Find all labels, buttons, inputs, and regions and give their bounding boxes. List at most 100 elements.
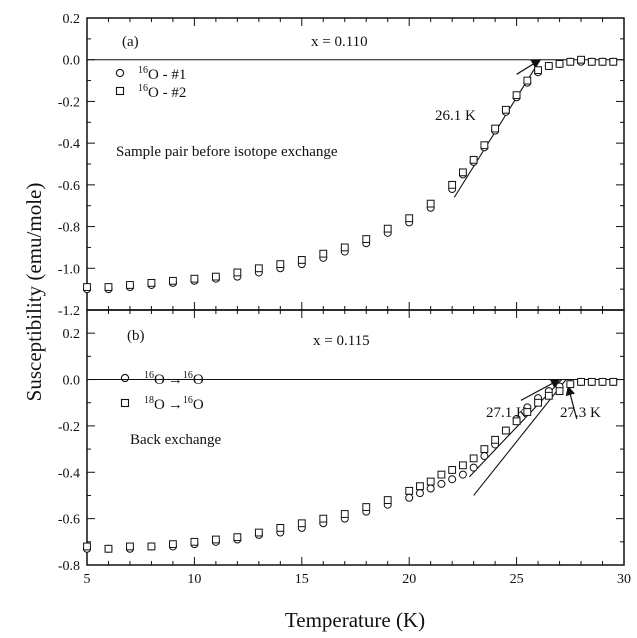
pb-y-tick-label: -0.6 (58, 513, 80, 528)
y-axis-title: Susceptibility (emu/mole) (22, 183, 46, 402)
pa-series-2-point (83, 283, 91, 291)
pb-series-2-point (362, 503, 371, 511)
panel-b: 5 10 15 20 25 30 0.2 0.0 -0.2 -0.4 -0.6 -0.8 (58, 310, 631, 587)
panel-b-arrow-label-1: 27.1 K (486, 405, 527, 421)
pb-series-2-point (491, 435, 500, 444)
pa-series-2-point (126, 281, 134, 289)
pb-series-2-point (319, 514, 328, 523)
legend-b1-text: 16O →16O (144, 370, 204, 388)
pa-series-2-point (534, 66, 542, 75)
pb-series-1-point (405, 493, 414, 502)
pb-x-tick-label: 5 (84, 572, 91, 587)
pb-series-2-point (297, 519, 306, 528)
panel-a-legend: 16O - #1 16O - #2 (115, 65, 186, 101)
pa-series-2-point (340, 243, 349, 252)
panel-a: 0.2 0.0 -0.2 -0.4 -0.6 -0.8 -1.0 -1.2 (58, 12, 625, 319)
pa-series-2-point (598, 57, 607, 66)
panel-a-frame (86, 17, 625, 311)
pa-series-2-point (104, 283, 113, 291)
pb-series-1-point (458, 470, 467, 479)
pa-y-tick-label: -1.2 (58, 304, 80, 319)
pa-series-2-point (448, 180, 457, 189)
panel-b-x-annotation: x = 0.115 (313, 333, 370, 349)
pa-series-2-point (147, 278, 156, 287)
pb-series-2-point (233, 533, 242, 542)
pb-series-2-point (469, 454, 478, 463)
panel-b-frame (86, 309, 625, 566)
pb-series-2-point (126, 542, 134, 551)
pb-x-tick-label: 15 (295, 572, 309, 587)
panel-b-note: Back exchange (130, 432, 222, 448)
pa-series-2-point (609, 57, 618, 66)
pb-series-2-point (104, 544, 113, 553)
pa-series-2-point (512, 91, 521, 100)
panel-b-arrow-label-2: 27.3 K (560, 405, 601, 421)
pb-series-2-point (405, 486, 414, 495)
pa-series-2-point (276, 260, 285, 269)
pa-series-2-point (233, 268, 242, 277)
pb-series-2-point (147, 542, 156, 551)
pb-y-tick-label: -0.2 (58, 420, 80, 435)
pb-series-2-point (83, 542, 91, 551)
panel-a-label: (a) (122, 34, 139, 50)
x-axis-title: Temperature (K) (285, 608, 425, 632)
pa-y-tick-label: -0.2 (58, 95, 80, 110)
pa-series-2-point (319, 249, 328, 258)
pa-series-2-point (480, 141, 489, 150)
legend-b1-marker (120, 373, 130, 383)
pa-series-2-point (523, 76, 532, 85)
pa-series-2-point (459, 168, 467, 177)
pa-series-2-point (383, 224, 392, 233)
pb-series-2-point (501, 426, 510, 435)
pb-series-2-point (190, 537, 199, 546)
legend-a2-text: 16O - #2 (138, 83, 186, 101)
pa-y-tick-label: 0.0 (63, 54, 81, 69)
pb-series-2-point (254, 528, 263, 537)
pb-series-2-point (555, 387, 564, 396)
pb-tc-arrow-2 (565, 385, 578, 420)
pb-y-tick-label: 0.0 (63, 374, 81, 389)
pb-series-2-point (276, 524, 285, 532)
legend-b2-text: 18O →16O (144, 395, 204, 413)
panel-a-arrow-label: 26.1 K (435, 108, 476, 124)
pb-series-1-point (437, 479, 446, 488)
pb-tc-arrow-1 (520, 379, 561, 401)
pb-series-2-point (523, 408, 532, 416)
pb-x-tick-label: 10 (187, 572, 201, 587)
pb-series-1-point (480, 452, 489, 461)
pa-y-tick-label: -0.4 (58, 137, 80, 152)
pb-series-2-point (459, 461, 467, 470)
pa-series-2-point (577, 55, 585, 64)
panel-b-legend: 16O →16O 18O →16O (120, 370, 204, 413)
pa-series-2-point (254, 264, 263, 273)
pb-series-2-point (416, 482, 424, 491)
pa-series-2-point (405, 214, 414, 223)
pb-series-2-point (211, 535, 220, 544)
pb-series-2-point (544, 391, 553, 400)
pb-y-tick-label: 0.2 (63, 327, 81, 342)
panel-a-note: Sample pair before isotope exchange (116, 144, 338, 160)
pb-series-2-point (340, 510, 349, 518)
pa-series-2-point (587, 57, 596, 66)
legend-a1-marker (115, 68, 125, 78)
pb-series-2-point (448, 466, 457, 474)
pb-series-1-point (426, 484, 435, 493)
pb-series-2-point (534, 398, 542, 407)
pb-series-2-point (609, 377, 618, 386)
pb-series-2-point (426, 477, 435, 486)
pa-y-tick-label: -1.0 (58, 262, 80, 277)
pb-series-2-point (383, 496, 392, 504)
pb-y-tick-label: -0.8 (58, 559, 80, 574)
pb-x-tick-label: 25 (510, 572, 524, 587)
panel-a-x-annotation: x = 0.110 (311, 34, 368, 50)
pa-series-2-point (169, 276, 177, 285)
pb-series-2-point (480, 445, 489, 453)
pb-series-1-point (415, 489, 424, 498)
pb-series-2-point (566, 380, 575, 389)
pb-y-tick-label: -0.4 (58, 466, 80, 481)
pb-series-1-point (448, 475, 457, 484)
legend-a1-text: 16O - #1 (138, 65, 186, 83)
pa-y-tick-label: -0.8 (58, 221, 80, 236)
pb-series-2-point (437, 470, 446, 479)
